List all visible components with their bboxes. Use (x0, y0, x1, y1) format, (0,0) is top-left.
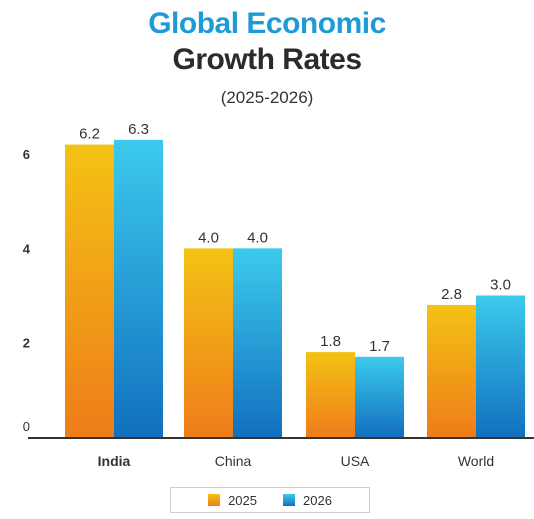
bar-usa-2026 (355, 356, 404, 437)
legend-swatch-2025 (208, 494, 221, 506)
x-tick-label-india: India (98, 453, 131, 469)
y-tick-label-0: 0 (23, 419, 30, 434)
y-tick-label-2: 2 (23, 336, 30, 351)
legend-label-2026: 2026 (303, 492, 332, 508)
bar-world-2026 (476, 295, 525, 437)
data-label-india-2026: 6.3 (128, 121, 149, 138)
data-label-india-2025: 6.2 (79, 126, 100, 143)
x-tick-label-china: China (215, 453, 252, 469)
bar-china-2026 (233, 248, 282, 437)
data-label-world-2026: 3.0 (490, 277, 511, 294)
y-tick-label-6: 6 (23, 147, 30, 162)
bar-india-2026 (114, 139, 163, 437)
bar-india-2025 (65, 144, 114, 438)
data-label-china-2026: 4.0 (247, 229, 268, 246)
data-label-world-2025: 2.8 (441, 286, 462, 303)
chart-title-line1: Global Economic (148, 7, 386, 40)
x-tick-label-usa: USA (341, 453, 370, 469)
data-label-usa-2026: 1.7 (369, 338, 390, 355)
bar-chart: 0 2 4 6 6.2 6.3 India 4.0 4.0 China 1.8 1.7 USA 2.8 3.… (23, 121, 534, 469)
data-label-china-2025: 4.0 (198, 229, 219, 246)
chart-subtitle: (2025-2026) (220, 88, 314, 107)
bar-china-2025 (184, 248, 233, 437)
y-tick-label-4: 4 (23, 241, 31, 256)
x-tick-label-world: World (458, 453, 494, 469)
legend-swatch-2026 (283, 494, 295, 506)
bar-usa-2025 (306, 352, 355, 437)
chart-legend: 2025 2026 (170, 487, 370, 513)
legend-item-2025: 2025 (208, 493, 257, 508)
chart-header: Global Economic Growth Rates (2025-2026) (0, 6, 534, 108)
chart-title-line2: Growth Rates (172, 43, 362, 76)
data-label-usa-2025: 1.8 (320, 333, 341, 350)
legend-label-2025: 2025 (228, 492, 257, 508)
bar-world-2025 (427, 304, 476, 437)
legend-item-2026: 2026 (283, 493, 332, 508)
